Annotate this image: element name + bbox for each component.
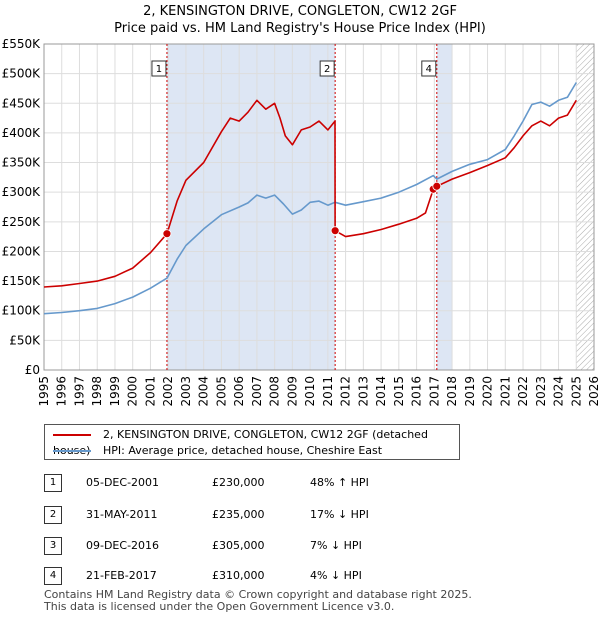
y-tick-label: £200K <box>2 244 42 258</box>
legend-label-property: 2, KENSINGTON DRIVE, CONGLETON, CW12 2GF… <box>53 428 428 457</box>
x-tick-label: 2025 <box>569 376 583 407</box>
y-tick-label: £150K <box>2 274 42 288</box>
y-tick-label: £350K <box>2 156 42 170</box>
ownership-shade <box>436 44 453 370</box>
transaction-hpi-change: 48% ↑ HPI <box>310 476 369 489</box>
transaction-date: 05-DEC-2001 <box>86 476 160 489</box>
sale-marker-label: 2 <box>324 64 330 75</box>
transaction-hpi-change: 4% ↓ HPI <box>310 569 362 582</box>
x-tick-label: 2007 <box>250 376 264 407</box>
x-tick-label: 2004 <box>197 376 211 407</box>
sale-point <box>330 226 340 236</box>
y-tick-label: £0 <box>25 363 40 377</box>
transaction-date: 09-DEC-2016 <box>86 539 160 552</box>
y-tick-label: £500K <box>2 67 42 81</box>
property-line-swatch <box>53 434 91 436</box>
transaction-row: 2 31-MAY-2011 £235,000 17% ↓ HPI <box>0 505 600 525</box>
x-tick-label: 2005 <box>214 376 228 407</box>
transaction-hpi-change: 7% ↓ HPI <box>310 539 362 552</box>
footer-copyright: Contains HM Land Registry data © Crown c… <box>44 588 472 601</box>
x-tick-label: 2010 <box>303 376 317 407</box>
x-tick-label: 2026 <box>587 376 600 407</box>
x-tick-label: 2009 <box>285 376 299 407</box>
transaction-badge: 3 <box>44 537 62 555</box>
footer-licence: This data is licensed under the Open Gov… <box>44 600 395 613</box>
chart-title: 2, KENSINGTON DRIVE, CONGLETON, CW12 2GF <box>143 4 457 19</box>
x-tick-label: 1999 <box>108 376 122 407</box>
x-tick-label: 2023 <box>534 376 548 407</box>
x-tick-label: 1995 <box>37 376 51 407</box>
x-tick-label: 2012 <box>339 376 353 407</box>
ownership-shade <box>166 44 336 370</box>
y-tick-label: £100K <box>2 304 42 318</box>
transaction-badge: 1 <box>44 474 62 492</box>
plot-border <box>43 43 595 371</box>
x-tick-label: 2013 <box>356 376 370 407</box>
x-tick-label: 2001 <box>143 376 157 407</box>
legend-item-property: 2, KENSINGTON DRIVE, CONGLETON, CW12 2GF… <box>53 427 459 457</box>
x-tick-label: 2006 <box>232 376 246 407</box>
transaction-row: 1 05-DEC-2001 £230,000 48% ↑ HPI <box>0 473 600 493</box>
sale-marker-box <box>151 60 167 77</box>
transaction-row: 3 09-DEC-2016 £305,000 7% ↓ HPI <box>0 536 600 556</box>
sale-point <box>432 181 442 191</box>
x-tick-label: 2000 <box>126 376 140 407</box>
forecast-hatch <box>576 44 594 370</box>
y-tick-label: £400K <box>2 126 42 140</box>
transaction-price: £230,000 <box>212 476 265 489</box>
transaction-badge: 2 <box>44 506 62 524</box>
transaction-date: 31-MAY-2011 <box>86 508 158 521</box>
transaction-price: £310,000 <box>212 569 265 582</box>
x-tick-label: 2016 <box>410 376 424 407</box>
x-tick-label: 1998 <box>90 376 104 407</box>
transaction-badge: 4 <box>44 567 62 585</box>
x-tick-label: 2014 <box>374 376 388 407</box>
x-tick-label: 2019 <box>463 376 477 407</box>
y-tick-label: £550K <box>2 37 42 51</box>
sale-marker-label: 1 <box>156 64 162 75</box>
transaction-date: 21-FEB-2017 <box>86 569 157 582</box>
sale-marker-label: 4 <box>426 64 432 75</box>
x-tick-label: 2011 <box>321 376 335 407</box>
x-tick-label: 2008 <box>268 376 282 407</box>
x-tick-label: 1996 <box>55 376 69 407</box>
x-tick-label: 2024 <box>552 376 566 407</box>
transaction-price: £235,000 <box>212 508 265 521</box>
legend: 2, KENSINGTON DRIVE, CONGLETON, CW12 2GF… <box>44 424 460 460</box>
hpi-line-swatch <box>53 450 91 452</box>
y-tick-label: £450K <box>2 96 42 110</box>
x-tick-label: 1997 <box>72 376 86 407</box>
x-tick-label: 2015 <box>392 376 406 407</box>
hpi-line <box>43 82 577 315</box>
price-chart: £0 £50K £100K £150K £200K £250K £300K £350K £400… <box>2 37 600 407</box>
transaction-hpi-change: 17% ↓ HPI <box>310 508 369 521</box>
sale-marker-box <box>319 60 335 77</box>
y-tick-label: £300K <box>2 185 42 199</box>
x-tick-label: 2002 <box>161 376 175 407</box>
y-tick-label: £50K <box>9 333 41 347</box>
legend-label-hpi: HPI: Average price, detached house, Ches… <box>103 444 383 457</box>
x-tick-label: 2020 <box>481 376 495 407</box>
x-tick-label: 2017 <box>427 376 441 407</box>
property-price-line <box>43 99 577 288</box>
transaction-price: £305,000 <box>212 539 265 552</box>
x-tick-label: 2003 <box>179 376 193 407</box>
x-tick-label: 2022 <box>516 376 530 407</box>
y-tick-label: £250K <box>2 215 42 229</box>
x-tick-label: 2018 <box>445 376 459 407</box>
x-tick-label: 2021 <box>498 376 512 407</box>
legend-item-hpi: HPI: Average price, detached house, Ches… <box>53 443 382 459</box>
chart-subtitle: Price paid vs. HM Land Registry's House … <box>114 21 486 36</box>
sale-marker-box <box>421 60 437 77</box>
transaction-row: 4 21-FEB-2017 £310,000 4% ↓ HPI <box>0 566 600 586</box>
sale-point <box>162 229 172 239</box>
